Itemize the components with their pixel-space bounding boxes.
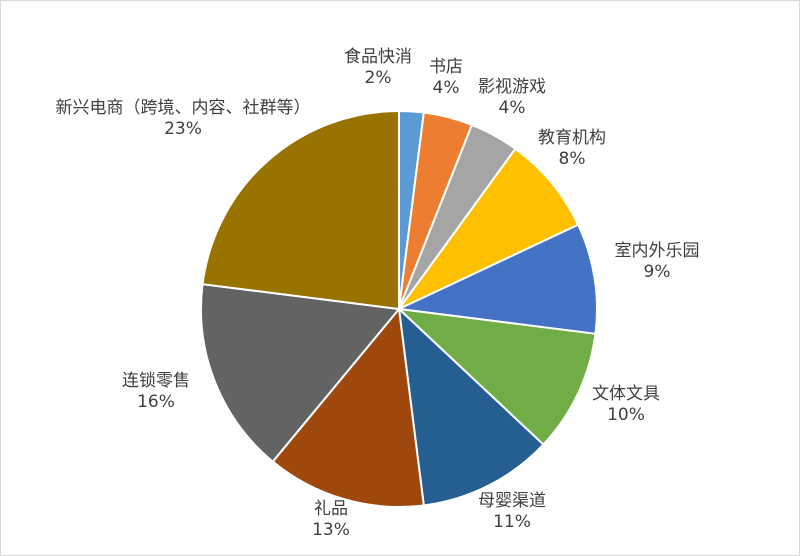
slice-percent-label: 23% bbox=[164, 119, 202, 139]
slice-category-label: 教育机构 bbox=[538, 128, 606, 148]
slice-category-label: 文体文具 bbox=[592, 384, 660, 404]
slice-category-label: 连锁零售 bbox=[122, 371, 190, 391]
pie-slice bbox=[201, 109, 400, 311]
slice-category-label: 影视游戏 bbox=[478, 77, 546, 97]
slice-label: 书店 4% bbox=[429, 57, 463, 98]
slice-label: 文体文具 10% bbox=[592, 384, 660, 425]
slice-percent-label: 2% bbox=[365, 68, 392, 88]
pie-slice bbox=[398, 147, 580, 310]
pie-slice bbox=[395, 223, 598, 335]
pie-slice bbox=[397, 306, 545, 507]
slice-percent-label: 10% bbox=[607, 405, 645, 425]
slice-category-label: 母婴渠道 bbox=[478, 491, 546, 511]
slice-percent-label: 11% bbox=[493, 512, 531, 532]
slice-percent-label: 4% bbox=[499, 98, 526, 118]
pie-slices bbox=[200, 109, 598, 508]
pie-slice bbox=[396, 307, 597, 446]
slice-label: 室内外乐园 9% bbox=[615, 241, 700, 282]
slice-percent-label: 8% bbox=[559, 149, 586, 169]
slice-percent-label: 9% bbox=[644, 262, 671, 282]
slice-category-label: 室内外乐园 bbox=[615, 241, 700, 261]
slice-label: 礼品 13% bbox=[312, 499, 350, 540]
slice-label: 教育机构 8% bbox=[538, 128, 606, 169]
pie-slice bbox=[271, 306, 425, 508]
slice-label: 新兴电商（跨境、内容、社群等） 23% bbox=[56, 98, 311, 139]
slice-label: 食品快消 2% bbox=[344, 47, 412, 88]
slice-label: 母婴渠道 11% bbox=[478, 491, 546, 532]
pie-slice bbox=[200, 283, 401, 463]
slice-label: 连锁零售 16% bbox=[122, 371, 190, 412]
slice-category-label: 书店 bbox=[429, 57, 463, 77]
pie-labels: 食品快消 2%书店 4% 影视游戏 4%教育机构 8%室内外乐园 9%文体文具 10%母婴渠道… bbox=[56, 47, 700, 540]
slice-category-label: 礼品 bbox=[314, 499, 348, 519]
slice-category-label: 食品快消 bbox=[344, 47, 412, 67]
slice-percent-label: 13% bbox=[312, 520, 350, 540]
slice-percent-label: 16% bbox=[137, 392, 175, 412]
slice-label: 影视游戏 4% bbox=[478, 77, 546, 118]
slice-percent-label: 4% bbox=[433, 78, 460, 98]
slice-category-label: 新兴电商（跨境、内容、社群等） bbox=[56, 98, 311, 118]
